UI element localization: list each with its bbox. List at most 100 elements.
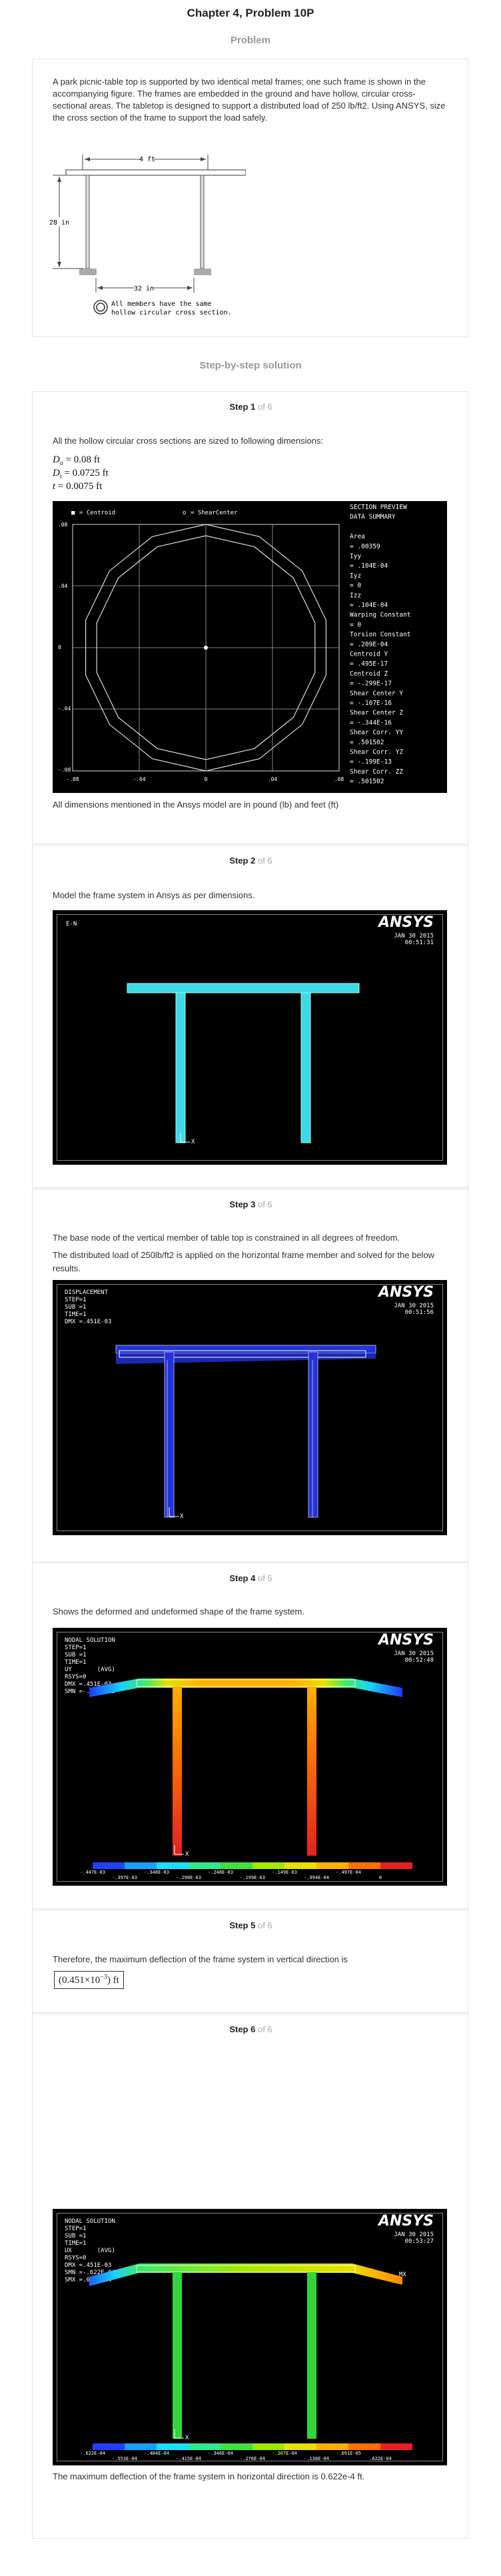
legend-centroid: = Centroid <box>79 510 115 516</box>
figure-note-1: All members have the same <box>111 301 212 308</box>
y-tick-label: .08 <box>58 522 68 528</box>
step-2-header: Step 2 of 6 <box>229 856 272 866</box>
summary-line: = .209E-04 <box>350 641 388 648</box>
step-3-text-2: The distributed load of 250lb/ft2 is app… <box>53 1250 435 1273</box>
view-label: E-N <box>66 921 77 928</box>
scale-swatch <box>125 2443 157 2450</box>
contour-scale: -.447E-03 -.348E-03 -.248E-03 -.149E-03 -.49… <box>80 1862 412 1880</box>
problem-card: A park picnic-table top is supported by … <box>32 59 468 337</box>
scale-swatch <box>221 2443 252 2450</box>
summary-line: = 0 <box>350 621 361 628</box>
summary-line: = .00359 <box>350 543 380 550</box>
ansys-ux-view: NODAL SOLUTION STEP=1 SUB =1 TIME=1 UX (AVG)… <box>53 2209 447 2465</box>
scale-label-bottom: -.994E-04 <box>304 1875 329 1880</box>
summary-line: Shear Corr. YY <box>350 729 403 736</box>
ansys-logo: ANSYS <box>378 1632 434 1648</box>
ux-beam <box>89 2263 402 2286</box>
scale-swatch <box>380 1862 412 1869</box>
scale-swatch <box>316 2443 348 2450</box>
summary-line: = -.299E-17 <box>350 680 392 688</box>
info-line: UY (AVG) <box>65 1666 115 1673</box>
scale-swatch <box>157 2443 189 2450</box>
problem-heading: Problem <box>230 35 270 46</box>
step-5-text: Therefore, the maximum deflection of the… <box>53 1954 348 1964</box>
uy-right-leg <box>307 1686 316 1856</box>
step-6-card: Step 6 of 6 NODAL SOLUTION STEP=1 SUB =1 TI… <box>32 2014 468 2539</box>
scale-label-bottom: -.298E-03 <box>176 1875 201 1880</box>
ansys-date: JAN 30 2015 00:51:31 <box>394 933 434 946</box>
scale-swatch <box>380 2443 412 2450</box>
dim-di: Di = 0.0725 ft <box>53 468 109 480</box>
scale-swatch <box>284 2443 316 2450</box>
scale-swatch <box>316 1862 348 1869</box>
scale-label-top: -.248E-03 <box>208 1870 233 1875</box>
scale-label-bottom: -.138E-04 <box>304 2456 329 2461</box>
ansys-date: JAN 30 2015 00:52:48 <box>394 1650 434 1664</box>
x-tick-label: .04 <box>268 776 278 782</box>
summary-line: = 0 <box>350 582 361 590</box>
x-tick-label: 0 <box>205 776 208 782</box>
info-line: STEP=1 <box>65 2226 87 2232</box>
summary-line: Area <box>350 533 365 540</box>
right-leg <box>300 992 311 1143</box>
summary-line: = .501502 <box>350 739 384 746</box>
legend-shear-marker: o <box>183 510 186 516</box>
step-6-after: The maximum deflection of the frame syst… <box>53 2471 365 2481</box>
scale-label-bottom: .622E-04 <box>369 2456 392 2461</box>
scale-swatch <box>348 2443 380 2450</box>
scale-swatch <box>348 1862 380 1869</box>
info-line: STEP=1 <box>65 1297 87 1303</box>
summary-line: Centroid Y <box>350 651 388 658</box>
scale-label-top: -.484E-04 <box>144 2451 169 2456</box>
scale-label-bottom: -.415E-04 <box>176 2456 201 2461</box>
summary-line: Centroid Z <box>350 670 388 678</box>
scale-label-bottom: -.397E-03 <box>112 1875 137 1880</box>
info-line: DMX =.451E-03 <box>65 1319 112 1325</box>
axis-x-label: X <box>185 1851 189 1858</box>
nodal-solution-info: NODAL SOLUTION STEP=1 SUB =1 TIME=1 UX (AVG)… <box>65 2218 115 2284</box>
info-line: DMX =.451E-03 <box>65 1681 112 1688</box>
scale-swatch <box>125 1862 157 1869</box>
dim-bottom: 32 in <box>134 285 154 293</box>
info-line: STEP=1 <box>65 1644 87 1651</box>
y-tick-label: .04 <box>58 583 68 589</box>
dim-height: 28 in <box>49 219 69 227</box>
ansys-uy-view: NODAL SOLUTION STEP=1 SUB =1 TIME=1 UY (AVG)… <box>53 1628 447 1886</box>
y-tick-label: -.08 <box>58 767 71 773</box>
axis-x-label: X <box>191 1139 195 1145</box>
x-tick-label: -.04 <box>133 776 145 782</box>
scale-swatch <box>189 1862 221 1869</box>
scale-label-top: -.348E-03 <box>144 1870 169 1875</box>
step-4-text: Shows the deformed and undeformed shape … <box>53 1607 304 1616</box>
info-line: TIME=1 <box>65 1311 87 1318</box>
summary-line: = -.199E-13 <box>350 758 392 766</box>
ansys-date: JAN 30 2015 00:53:27 <box>394 2232 434 2245</box>
scale-label-top: -.346E-04 <box>208 2451 233 2456</box>
summary-line: Shear Center Y <box>350 690 403 697</box>
scale-label-bottom: -.199E-03 <box>240 1875 265 1880</box>
scale-label-top: -.207E-04 <box>272 2451 297 2456</box>
axis-x-label: X <box>180 1513 184 1520</box>
step-1-card: Step 1 of 6 All the hollow circular cros… <box>32 391 468 844</box>
dim-do: Do = 0.08 ft <box>53 454 100 467</box>
step-3-card: Step 3 of 6 The base node of the vertica… <box>32 1189 468 1562</box>
scale-label-top: -.691E-05 <box>336 2451 361 2456</box>
y-tick-label: 0 <box>58 644 61 650</box>
info-line: SUB =1 <box>65 2233 87 2240</box>
info-line: DISPLACEMENT <box>65 1289 109 1296</box>
problem-text: A park picnic-table top is supported by … <box>53 77 446 123</box>
step-3-header: Step 3 of 6 <box>229 1199 272 1209</box>
step-6-header: Step 6 of 6 <box>229 2024 272 2034</box>
step-3-text-1: The base node of the vertical member of … <box>53 1233 400 1243</box>
ansys-model-view: E-N ANSYS JAN 30 2015 00:51:31 X <box>53 910 447 1165</box>
answer-box: (0.451×10−3) ft <box>54 1971 124 1989</box>
summary-line: = .104E-04 <box>350 602 388 609</box>
step-1-text: All the hollow circular cross sections a… <box>53 436 324 446</box>
summary-line: Iyy <box>350 553 361 560</box>
info-line: NODAL SOLUTION <box>65 2218 115 2225</box>
scale-label-top: -.149E-03 <box>272 1870 297 1875</box>
section-preview: ■ = Centroid o = ShearCenter .08 .04 0 -.04… <box>53 501 447 793</box>
x-tick-label: -.08 <box>66 776 79 782</box>
ansys-date: JAN 30 2015 00:51:56 <box>394 1303 434 1316</box>
